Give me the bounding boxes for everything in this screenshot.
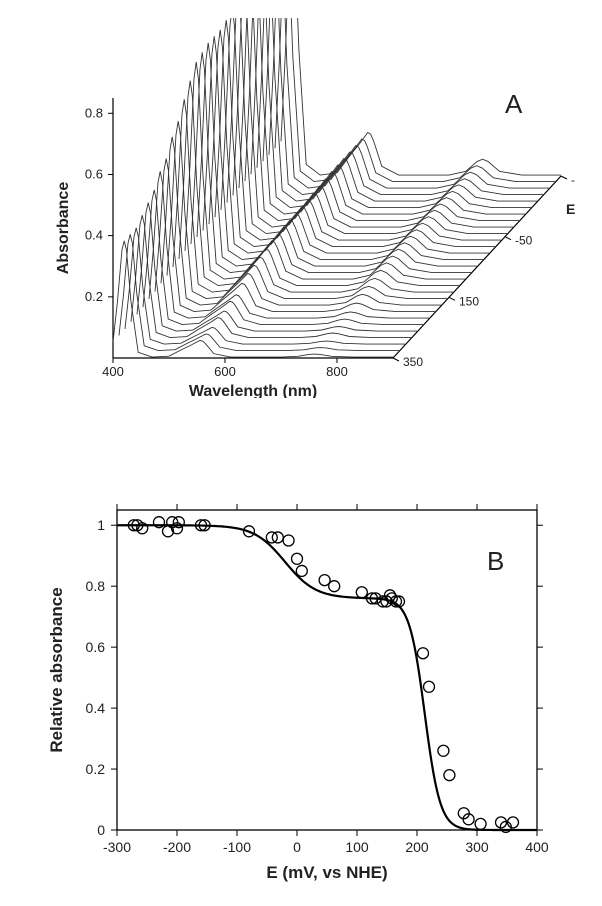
svg-text:B: B: [487, 546, 504, 576]
svg-text:-50: -50: [515, 234, 533, 248]
svg-text:-250: -250: [571, 173, 575, 187]
svg-text:0.2: 0.2: [86, 761, 106, 777]
svg-text:0.8: 0.8: [85, 105, 103, 120]
svg-text:300: 300: [465, 839, 489, 855]
svg-text:Wavelength (nm): Wavelength (nm): [189, 383, 317, 398]
svg-text:-200: -200: [163, 839, 191, 855]
svg-text:A: A: [505, 89, 523, 119]
svg-text:400: 400: [525, 839, 549, 855]
svg-text:800: 800: [326, 364, 348, 379]
svg-text:Absorbance: Absorbance: [55, 182, 72, 275]
svg-text:0.6: 0.6: [86, 639, 106, 655]
panel-b-plot: -300 -200 -100 0 100 200 300 400 0 0.2 0.4 0.6 0.8 1 E…: [35, 470, 575, 890]
svg-text:0.6: 0.6: [85, 166, 103, 181]
svg-text:1: 1: [97, 517, 105, 533]
svg-text:150: 150: [459, 294, 479, 308]
svg-text:-300: -300: [103, 839, 131, 855]
svg-text:-100: -100: [223, 839, 251, 855]
svg-text:E (mV, vs NHE): E (mV, vs NHE): [266, 863, 387, 882]
svg-text:0.2: 0.2: [85, 289, 103, 304]
svg-text:0.4: 0.4: [85, 228, 103, 243]
svg-text:0: 0: [293, 839, 301, 855]
svg-text:200: 200: [405, 839, 429, 855]
svg-text:0.4: 0.4: [86, 700, 106, 716]
panel-a-plot: 0.2 0.4 0.6 0.8 400 600 800 350 150 -50 -250 Wavele…: [35, 18, 575, 398]
svg-text:400: 400: [102, 364, 124, 379]
panel-b-container: -300 -200 -100 0 100 200 300 400 0 0.2 0.4 0.6 0.8 1 E…: [35, 470, 575, 890]
panel-a-container: 0.2 0.4 0.6 0.8 400 600 800 350 150 -50 -250 Wavele…: [35, 18, 575, 398]
svg-text:350: 350: [403, 355, 423, 369]
svg-text:E (mV, vs NHE): E (mV, vs NHE): [566, 201, 575, 217]
svg-text:100: 100: [345, 839, 369, 855]
svg-text:600: 600: [214, 364, 236, 379]
svg-text:0.8: 0.8: [86, 578, 106, 594]
svg-text:Relative absorbance: Relative absorbance: [47, 587, 66, 752]
svg-text:0: 0: [97, 822, 105, 838]
